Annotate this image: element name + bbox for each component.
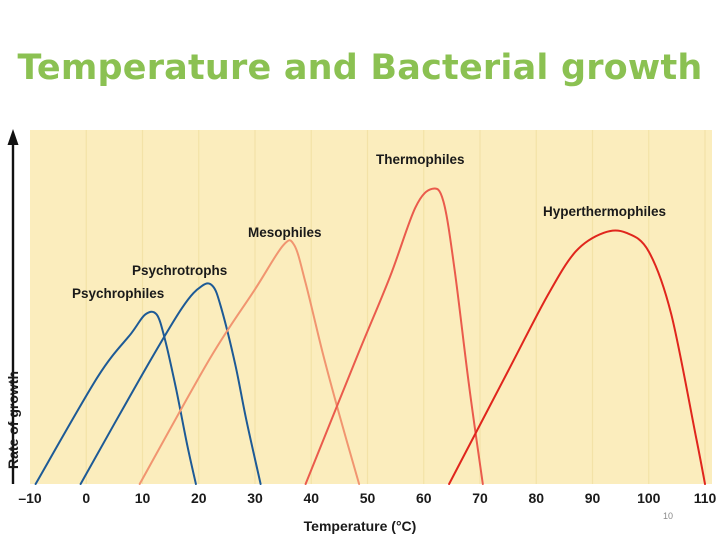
curve-label-mesophiles: Mesophiles — [248, 225, 322, 240]
plot-background — [30, 130, 712, 484]
x-tick-label-9: 80 — [528, 490, 544, 506]
curve-label-thermophiles: Thermophiles — [376, 152, 465, 167]
y-axis-arrowhead — [7, 129, 19, 145]
curve-psychrotrophs — [79, 282, 262, 485]
x-tick-label-10: 90 — [585, 490, 601, 506]
x-tick-label-4: 30 — [247, 490, 263, 506]
curve-label-psychrophiles: Psychrophiles — [72, 286, 164, 301]
x-tick-label-2: 10 — [135, 490, 151, 506]
x-tick-label-7: 60 — [416, 490, 432, 506]
x-tick-label-5: 40 — [303, 490, 319, 506]
x-tick-label-1: 0 — [82, 490, 90, 506]
x-tick-label-3: 20 — [191, 490, 207, 506]
slide-title: Temperature and Bacterial growth — [17, 48, 703, 88]
curve-label-psychrotrophs: Psychrotrophs — [132, 263, 227, 278]
y-axis-title: Rate of growth — [5, 371, 21, 469]
x-axis-title: Temperature (°C) — [304, 518, 417, 534]
page-number: 10 — [663, 511, 674, 521]
curve-label-hyperthermophiles: Hyperthermophiles — [543, 204, 666, 219]
x-tick-label-8: 70 — [472, 490, 488, 506]
curve-psychrophiles — [34, 310, 197, 485]
curve-thermophiles — [304, 187, 484, 485]
curve-hyperthermophiles — [448, 229, 706, 485]
x-tick-label-12: 110 — [694, 490, 717, 506]
x-tick-label-6: 50 — [360, 490, 376, 506]
x-tick-label-11: 100 — [637, 490, 661, 506]
x-tick-label-0: –10 — [18, 490, 42, 506]
curve-mesophiles — [138, 239, 361, 485]
